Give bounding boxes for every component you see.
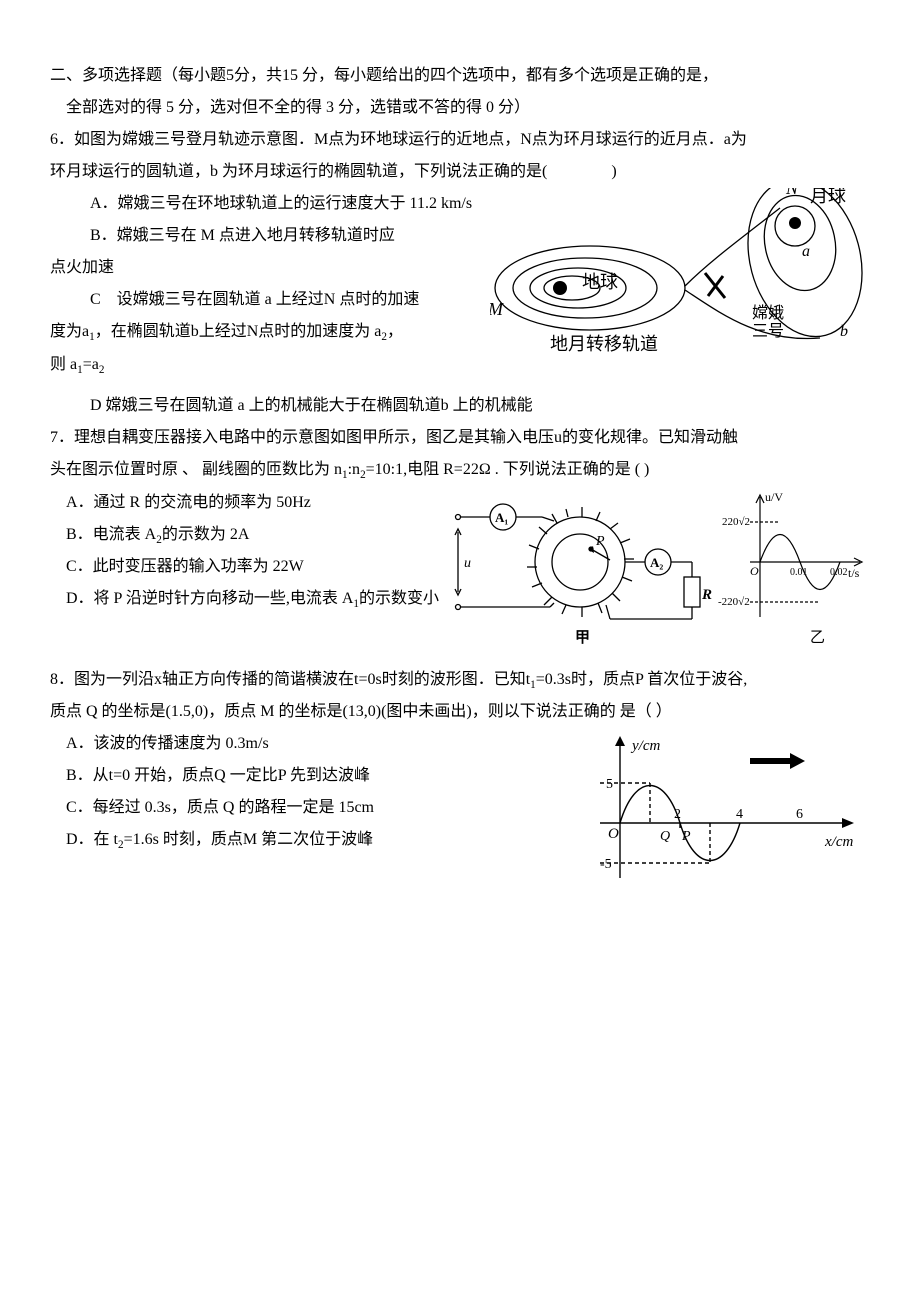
section-subtitle: 全部选对的得 5 分，选对但不全的得 3 分，选错或不答的得 0 分） — [50, 92, 870, 124]
q8-P: P — [681, 829, 691, 844]
q7-ytop: 220√2 — [722, 516, 750, 528]
q7-stem-l1: 7．理想自耦变压器接入电路中的示意图如图甲所示，图乙是其输入电压u的变化规律。已… — [50, 422, 870, 454]
q8-s1a: 8．图为一列沿x轴正方向传播的简谐横波在t=0s时刻的波形图．已知t — [50, 671, 530, 688]
q6-b: b — [840, 323, 848, 340]
q6-moon: 月球 — [810, 188, 846, 206]
q7-s2b: :n — [348, 461, 360, 478]
q7-x2: 0.02 — [830, 567, 848, 578]
q7-s2c: =10:1,电阻 R=22Ω . 下列说法正确的是 ( ) — [366, 461, 650, 478]
q7-cap-l: 甲 — [575, 629, 590, 646]
q8-x2: 2 — [674, 807, 681, 822]
q6-a: a — [802, 243, 810, 260]
q7-b-b: 的示数为 2A — [162, 526, 250, 543]
q8-s1b: =0.3s时，质点P 首次位于波谷, — [536, 671, 748, 688]
q6-probe-2: 三号 — [752, 322, 784, 340]
q8-yaxis: y/cm — [630, 738, 660, 754]
q7-cap-r: 乙 — [810, 630, 825, 646]
q8-figure: y/cm x/cm 5 -5 O 2 4 6 Q P — [570, 728, 870, 910]
q6-M: M — [490, 299, 504, 319]
section-title: 二、多项选择题（每小题5分，共15 分，每小题给出的四个选项中，都有多个选项是正… — [50, 60, 870, 92]
q6-transfer: 地月转移轨道 — [550, 334, 658, 354]
q7-u: u — [464, 556, 471, 571]
q7-x1: 0.01 — [790, 567, 808, 578]
q8-ybot: -5 — [600, 857, 612, 872]
q7-R: R — [701, 587, 712, 603]
q7-xaxis: t/s — [848, 566, 860, 580]
q6-c-l2a: 度为a — [50, 323, 89, 340]
q8-xaxis: x/cm — [824, 834, 853, 850]
q6-opt-d: D 嫦娥三号在圆轨道 a 上的机械能大于在椭圆轨道b 上的机械能 — [50, 390, 870, 422]
q6-figure: 地球 M 地月转移轨道 N 月球 a b 嫦娥 三号 — [490, 188, 870, 390]
q6-c-l3a: 则 a — [50, 356, 77, 373]
q8-x6: 6 — [796, 807, 803, 822]
q7-figure: u A₁ — [450, 487, 870, 664]
q7-b-a: B．电流表 A — [66, 526, 156, 543]
q8-x4: 4 — [736, 807, 743, 822]
q6-earth-label: 地球 — [582, 272, 618, 292]
q6-c-l2b: ，在椭圆轨道b上经过N点时的加速度为 a — [95, 323, 382, 340]
q8-stem-l1: 8．图为一列沿x轴正方向传播的简谐横波在t=0s时刻的波形图．已知t1=0.3s… — [50, 664, 870, 697]
q6-N: N — [785, 188, 799, 198]
q7-yaxis: u/V — [765, 490, 783, 504]
q8-d-a: D．在 t — [66, 831, 118, 848]
q8-stem-l2: 质点 Q 的坐标是(1.5,0)，质点 M 的坐标是(13,0)(图中未画出)，… — [50, 696, 870, 728]
q6-c-l2c: ， — [387, 323, 403, 340]
q7-A2: A₂ — [650, 555, 663, 570]
q8-ytop: 5 — [606, 777, 613, 792]
q8-Q: Q — [660, 829, 670, 844]
q7-P: P — [595, 534, 605, 549]
q7-s2a: 头在图示位置时原 、 副线圈的匝数比为 n — [50, 461, 342, 478]
q8-O: O — [608, 826, 619, 842]
q6-probe-1: 嫦娥 — [752, 304, 784, 322]
q6-c-l3b: =a — [83, 356, 99, 373]
q7-A1: A₁ — [495, 510, 508, 525]
q7-stem-l2: 头在图示位置时原 、 副线圈的匝数比为 n1:n2=10:1,电阻 R=22Ω … — [50, 454, 870, 487]
q8-d-b: =1.6s 时刻，质点M 第二次位于波峰 — [124, 831, 373, 848]
q6-stem-l1: 6．如图为嫦娥三号登月轨迹示意图．M点为环地球运行的近地点，N点为环月球运行的近… — [50, 124, 870, 156]
q7-d-b: 的示数变小 — [359, 590, 439, 607]
q7-O: O — [750, 564, 759, 578]
q7-d-a: D．将 P 沿逆时针方向移动一些,电流表 A — [66, 590, 353, 607]
q7-ybot: -220√2 — [718, 596, 750, 608]
q6-stem-l2: 环月球运行的圆轨道，b 为环月球运行的椭圆轨道，下列说法正确的是( ) — [50, 156, 870, 188]
